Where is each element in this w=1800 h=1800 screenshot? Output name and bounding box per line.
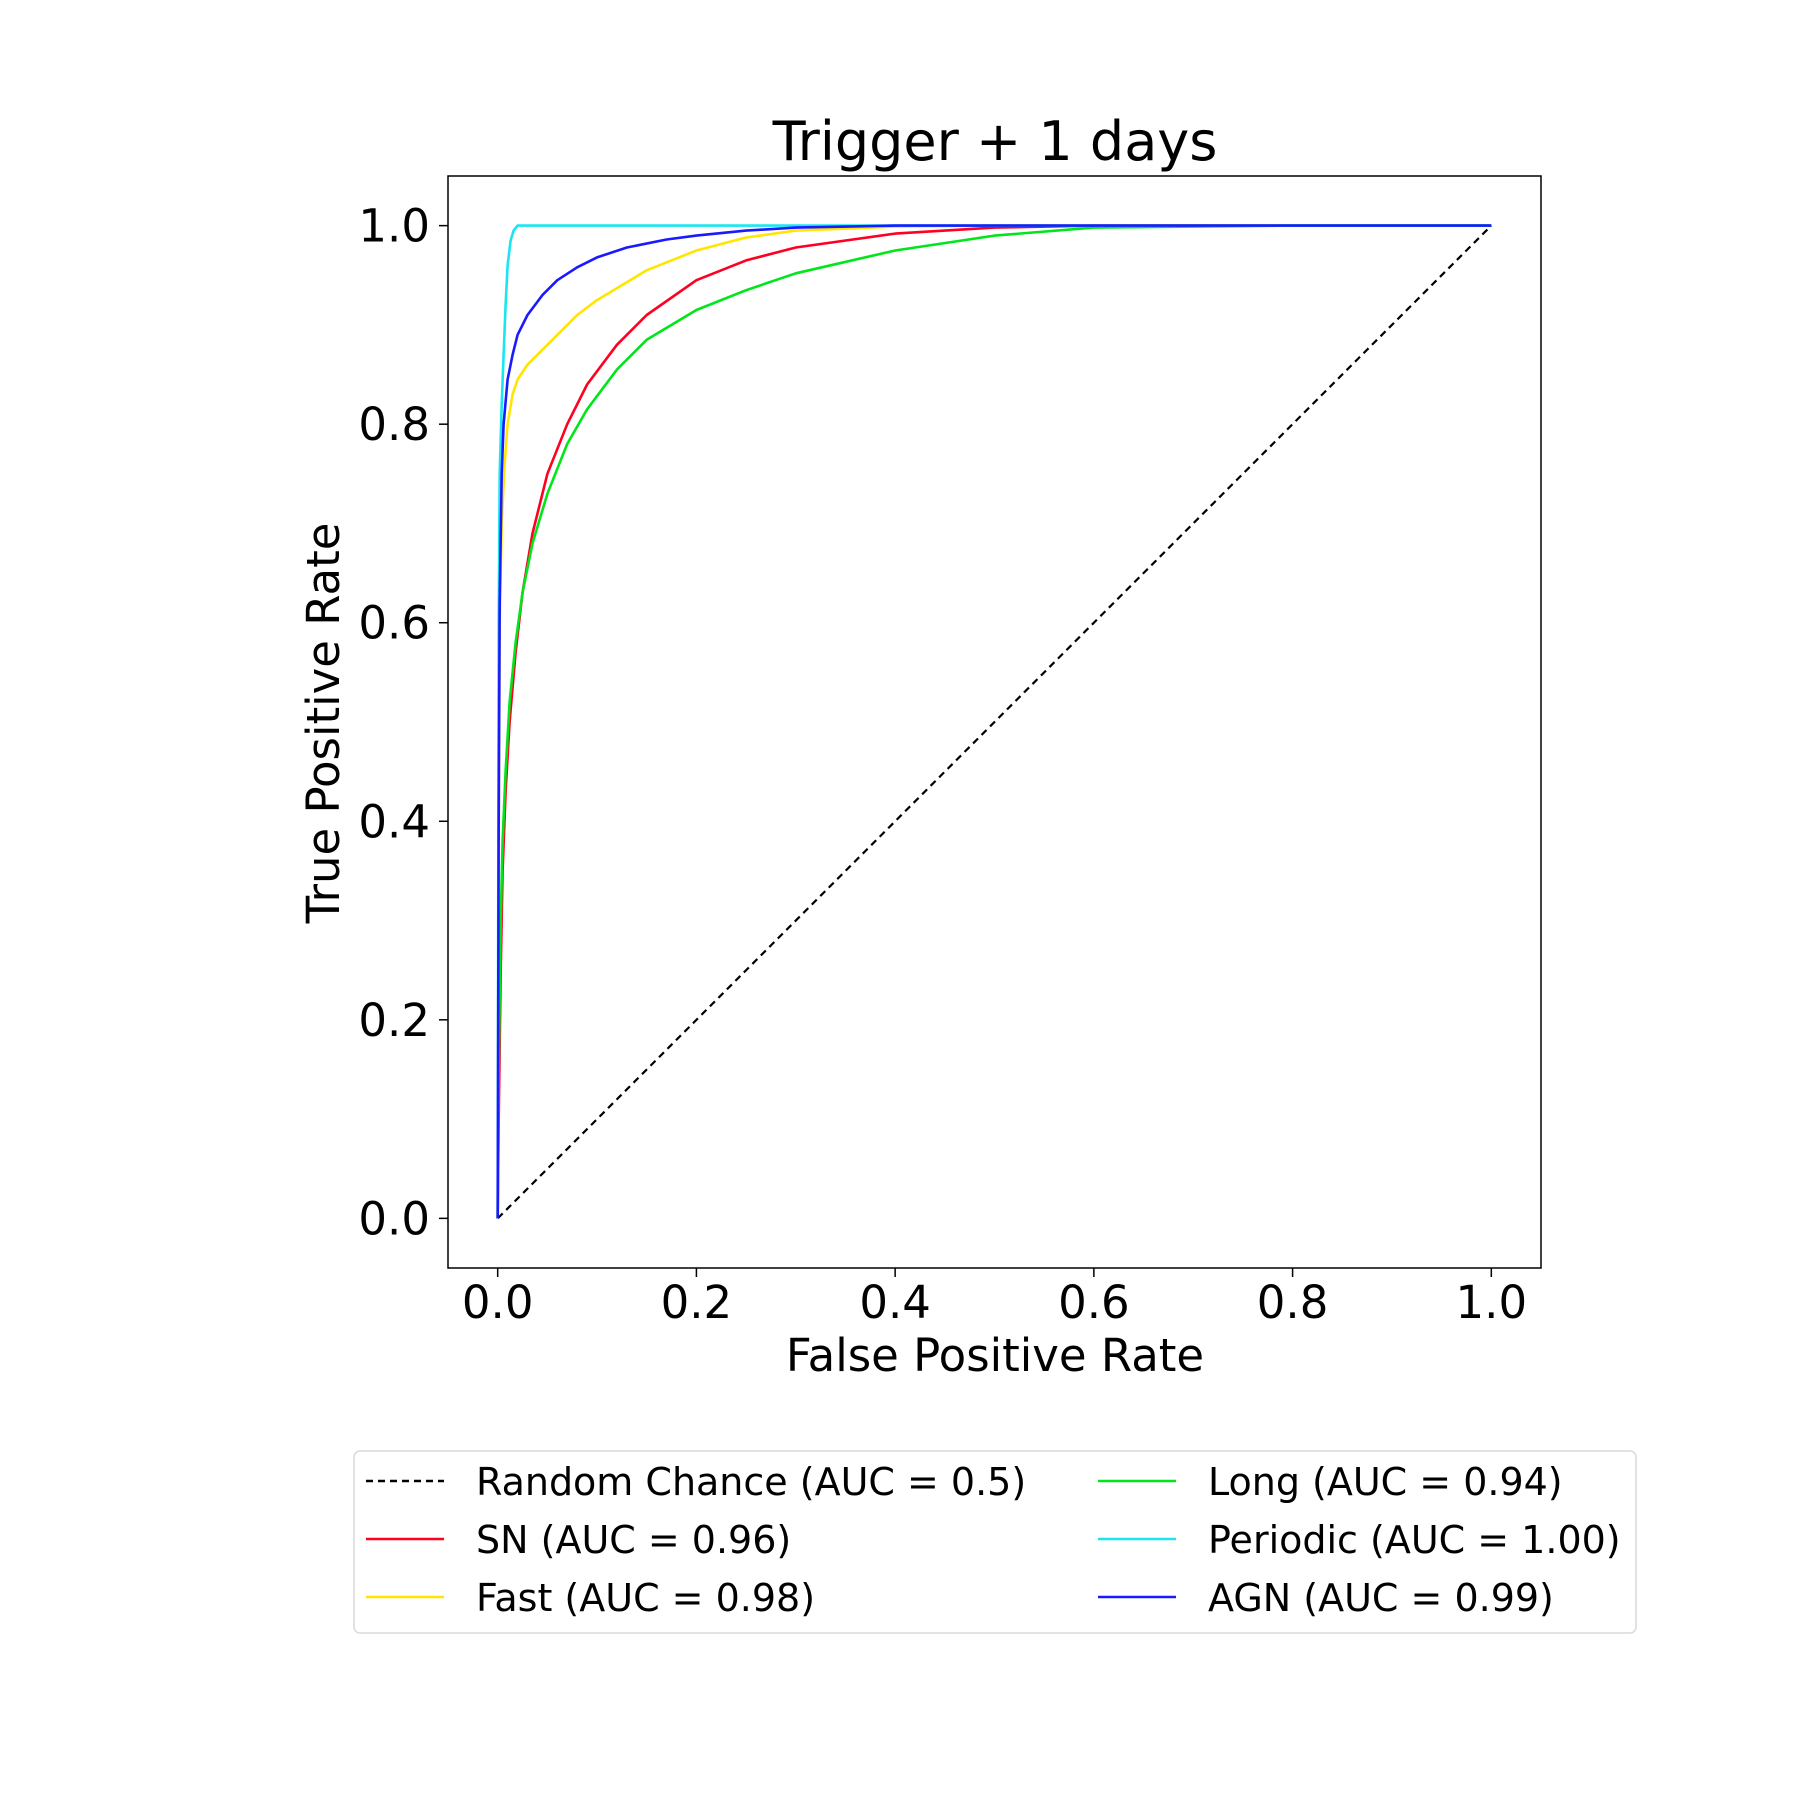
chart-title: Trigger + 1 days <box>772 110 1218 173</box>
plot-area <box>447 175 1542 1269</box>
series-line-5 <box>496 224 1492 1219</box>
x-tick-label: 0.8 <box>1257 1276 1329 1329</box>
x-tick-label: 1.0 <box>1456 1276 1528 1329</box>
y-tick-label: 0.6 <box>358 597 430 650</box>
x-tick-label: 0.2 <box>661 1276 733 1329</box>
plot-frame <box>447 175 1542 1269</box>
legend-label: SN (AUC = 0.96) <box>476 1518 791 1562</box>
series-line-0 <box>496 224 1493 1220</box>
y-axis-ticks: 0.0 0.2 0.4 0.6 0.8 1.0 <box>358 200 448 1245</box>
legend: Random Chance (AUC = 0.5) Long (AUC = 0.9… <box>353 1450 1637 1634</box>
y-tick-label: 1.0 <box>358 200 430 253</box>
x-axis-label: False Positive Rate <box>786 1329 1204 1382</box>
y-tick-label: 0.0 <box>358 1192 430 1245</box>
series-line-3 <box>496 224 1492 1219</box>
x-axis-ticks: 0.0 0.2 0.4 0.6 0.8 1.0 <box>462 1268 1527 1329</box>
series-line-4 <box>496 224 1492 1219</box>
legend-box <box>353 1450 1637 1634</box>
legend-label: Random Chance (AUC = 0.5) <box>476 1460 1026 1504</box>
x-tick-label: 0.6 <box>1058 1276 1130 1329</box>
y-axis-label: True Positive Rate <box>297 523 350 925</box>
x-tick-label: 0.4 <box>859 1276 931 1329</box>
legend-label: Fast (AUC = 0.98) <box>476 1576 815 1620</box>
y-tick-label: 0.2 <box>358 994 430 1047</box>
legend-label: AGN (AUC = 0.99) <box>1208 1576 1554 1620</box>
x-tick-label: 0.0 <box>462 1276 534 1329</box>
legend-label: Long (AUC = 0.94) <box>1208 1460 1563 1504</box>
y-tick-label: 0.4 <box>358 795 430 848</box>
legend-label: Periodic (AUC = 1.00) <box>1208 1518 1621 1562</box>
y-tick-label: 0.8 <box>358 398 430 451</box>
